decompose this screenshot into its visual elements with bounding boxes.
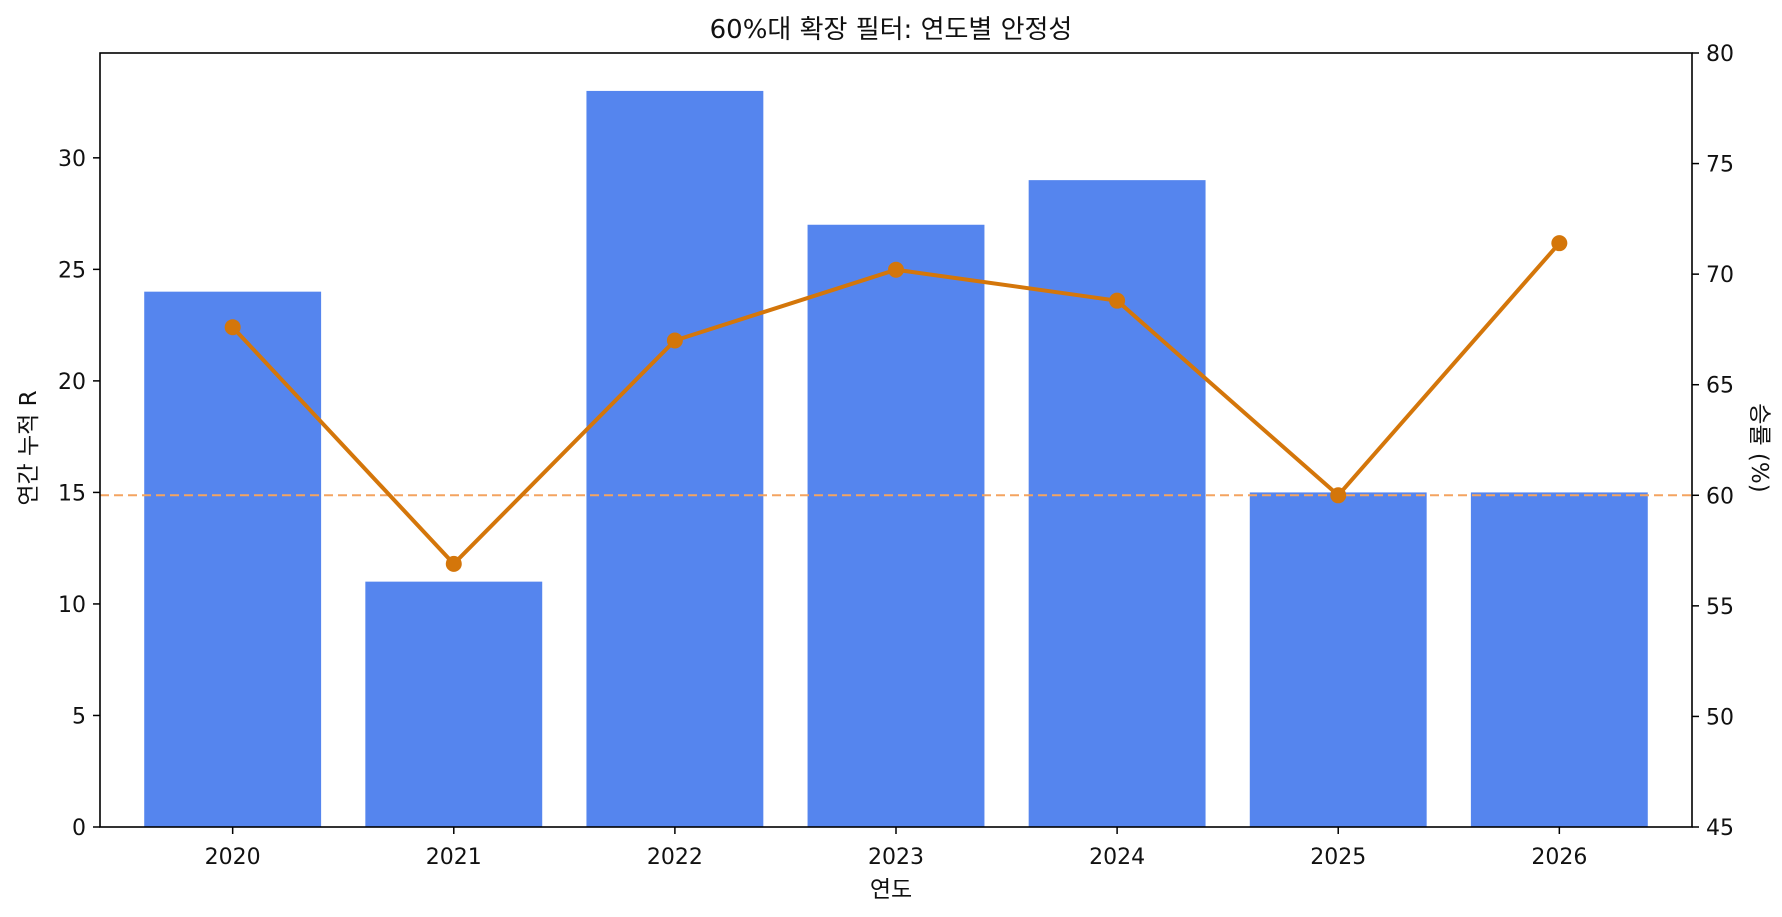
winrate-line-layer	[224, 235, 1568, 572]
chart-title: 60%대 확장 필터: 연도별 안정성	[710, 15, 1073, 45]
y-tick-label-15: 15	[58, 481, 86, 506]
x-tick-label-2020: 2020	[205, 845, 261, 870]
winrate-point-2026	[1551, 235, 1568, 252]
y-tick-label-25: 25	[58, 258, 86, 283]
winrate-point-2022	[666, 332, 683, 349]
x-tick-label-2023: 2023	[868, 845, 924, 870]
y2-tick-label-50: 50	[1706, 705, 1734, 730]
bar-2026	[1470, 492, 1648, 827]
y2-tick-label-80: 80	[1706, 42, 1734, 67]
y2-tick-label-75: 75	[1706, 153, 1734, 178]
x-tick-label-2025: 2025	[1310, 845, 1366, 870]
y2-axis-label: 승률 (%)	[1746, 403, 1772, 492]
winrate-point-2023	[888, 261, 904, 278]
x-tick-label-2024: 2024	[1089, 845, 1145, 870]
x-tick-label-2021: 2021	[426, 845, 482, 870]
bar-2024	[1028, 180, 1206, 827]
x-axis-label: 연도	[870, 877, 912, 903]
winrate-point-2025	[1330, 487, 1347, 504]
y2-tick-label-55: 55	[1706, 595, 1734, 620]
y2-tick-label-70: 70	[1706, 263, 1734, 288]
bar-2020	[144, 291, 322, 827]
y-tick-label-0: 0	[72, 816, 86, 841]
bar-2021	[365, 581, 543, 827]
y2-tick-label-65: 65	[1706, 374, 1734, 399]
winrate-point-2021	[445, 555, 462, 572]
winrate-point-2020	[224, 319, 241, 336]
y2-tick-label-60: 60	[1706, 484, 1734, 509]
y-tick-label-10: 10	[58, 593, 86, 618]
y2-tick-label-45: 45	[1706, 816, 1734, 841]
x-tick-label-2026: 2026	[1531, 845, 1587, 870]
y-tick-label-30: 30	[58, 147, 86, 172]
bars-layer	[144, 90, 1648, 827]
x-tick-label-2022: 2022	[647, 845, 703, 870]
y-axis-label: 연간 누적 R	[16, 390, 42, 505]
y-tick-label-20: 20	[58, 370, 86, 395]
y-tick-label-5: 5	[72, 704, 86, 729]
bar-2022	[586, 90, 764, 827]
bar-2025	[1249, 492, 1427, 827]
bar-2023	[807, 224, 985, 827]
winrate-point-2024	[1109, 292, 1126, 309]
